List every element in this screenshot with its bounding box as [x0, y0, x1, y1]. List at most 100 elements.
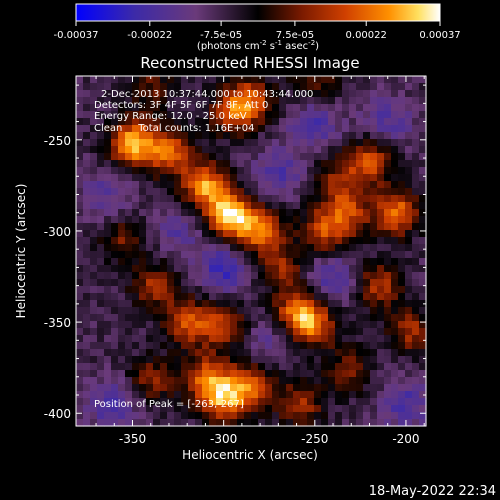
heatmap-cell: [363, 167, 371, 175]
heatmap-cell: [202, 167, 210, 175]
heatmap-cell: [300, 153, 308, 161]
heatmap-cell: [90, 251, 98, 259]
heatmap-cell: [335, 167, 343, 175]
heatmap-cell: [419, 356, 427, 364]
heatmap-cell: [279, 307, 287, 315]
heatmap-cell: [160, 377, 168, 385]
heatmap-cell: [377, 377, 385, 385]
heatmap-cell: [76, 286, 84, 294]
heatmap-cell: [83, 314, 91, 322]
heatmap-cell: [377, 90, 385, 98]
heatmap-cell: [104, 370, 112, 378]
heatmap-cell: [188, 391, 196, 399]
heatmap-cell: [139, 405, 147, 413]
heatmap-cell: [244, 111, 252, 119]
heatmap-cell: [216, 188, 224, 196]
heatmap-cell: [279, 314, 287, 322]
heatmap-cell: [244, 125, 252, 133]
heatmap-cell: [202, 307, 210, 315]
heatmap-cell: [293, 377, 301, 385]
heatmap-cell: [398, 125, 406, 133]
heatmap-cell: [391, 377, 399, 385]
heatmap-cell: [251, 307, 259, 315]
heatmap-cell: [342, 202, 350, 210]
heatmap-cell: [202, 279, 210, 287]
heatmap-cell: [111, 90, 119, 98]
heatmap-cell: [370, 139, 378, 147]
heatmap-cell: [167, 90, 175, 98]
heatmap-cell: [307, 370, 315, 378]
heatmap-cell: [244, 258, 252, 266]
heatmap-cell: [111, 195, 119, 203]
heatmap-cell: [202, 258, 210, 266]
heatmap-cell: [314, 111, 322, 119]
heatmap-cell: [293, 265, 301, 273]
heatmap-cell: [188, 188, 196, 196]
heatmap-cell: [111, 370, 119, 378]
heatmap-cell: [419, 188, 427, 196]
heatmap-cell: [174, 160, 182, 168]
heatmap-cell: [188, 237, 196, 245]
heatmap-cell: [300, 97, 308, 105]
heatmap-cell: [181, 174, 189, 182]
colorbar-tick-label: -0.00037: [54, 30, 99, 41]
heatmap-cell: [272, 76, 280, 84]
heatmap-cell: [202, 293, 210, 301]
heatmap-cell: [300, 223, 308, 231]
x-axis-label: Heliocentric X (arcsec): [182, 448, 318, 462]
heatmap-cell: [223, 216, 231, 224]
heatmap-cell: [223, 125, 231, 133]
heatmap-cell: [307, 104, 315, 112]
heatmap-cell: [188, 419, 196, 427]
heatmap-cell: [111, 76, 119, 84]
heatmap-cell: [139, 363, 147, 371]
heatmap-cell: [258, 342, 266, 350]
heatmap-cell: [237, 286, 245, 294]
heatmap-cell: [258, 90, 266, 98]
heatmap-cell: [237, 146, 245, 154]
heatmap-cell: [209, 251, 217, 259]
heatmap-cell: [279, 153, 287, 161]
heatmap-cell: [160, 132, 168, 140]
heatmap-cell: [125, 216, 133, 224]
heatmap-cell: [167, 286, 175, 294]
heatmap-cell: [188, 384, 196, 392]
heatmap-cell: [391, 146, 399, 154]
heatmap-cell: [209, 167, 217, 175]
heatmap-cell: [139, 321, 147, 329]
heatmap-cell: [293, 244, 301, 252]
heatmap-cell: [174, 265, 182, 273]
heatmap-cell: [398, 139, 406, 147]
heatmap-cell: [342, 118, 350, 126]
heatmap-cell: [132, 300, 140, 308]
heatmap-cell: [279, 356, 287, 364]
heatmap-cell: [377, 356, 385, 364]
heatmap-cell: [251, 125, 259, 133]
heatmap-cell: [356, 363, 364, 371]
heatmap-cell: [300, 412, 308, 420]
heatmap-cell: [412, 251, 420, 259]
heatmap-cell: [118, 76, 126, 84]
heatmap-cell: [160, 118, 168, 126]
heatmap-cell: [307, 356, 315, 364]
heatmap-cell: [188, 83, 196, 91]
heatmap-cell: [342, 251, 350, 259]
heatmap-cell: [83, 384, 91, 392]
heatmap-cell: [237, 76, 245, 84]
plot-frame: [75, 75, 427, 427]
heatmap-cell: [167, 230, 175, 238]
heatmap-cell: [146, 321, 154, 329]
heatmap-cell: [419, 265, 427, 273]
heatmap-cell: [335, 195, 343, 203]
heatmap-cell: [377, 335, 385, 343]
heatmap-cell: [328, 209, 336, 217]
heatmap-cell: [167, 279, 175, 287]
heatmap-cell: [209, 258, 217, 266]
heatmap-cell: [391, 132, 399, 140]
heatmap-cell: [286, 111, 294, 119]
heatmap-cell: [356, 111, 364, 119]
heatmap-cell: [90, 195, 98, 203]
heatmap-cell: [139, 230, 147, 238]
heatmap-cell: [363, 230, 371, 238]
heatmap-cell: [76, 83, 84, 91]
